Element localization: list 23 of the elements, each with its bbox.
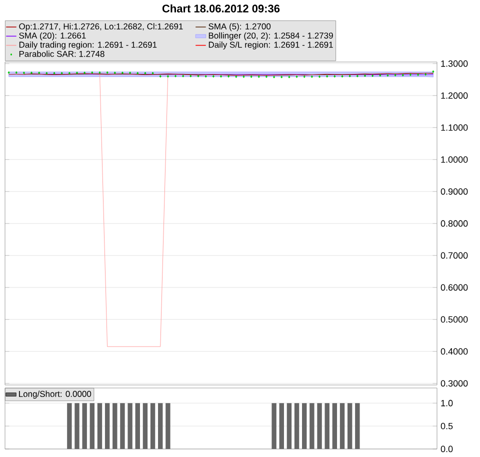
legend-label: Parabolic SAR: 1.2748	[19, 50, 104, 57]
y-tick-label: 1.3000	[441, 60, 468, 67]
legend-label: Bollinger (20, 2): 1.2584 - 1.2739	[208, 32, 333, 40]
chart-title: Chart 18.06.2012 09:36	[162, 4, 280, 12]
y-tick-label: 0.5000	[440, 316, 468, 323]
y-tick-label: 0.7000	[440, 252, 468, 259]
legend-label: Daily S/L region: 1.2691 - 1.2691	[208, 42, 333, 50]
y-tick-label: 1.2000	[441, 92, 468, 99]
y-tick-label: 1.1000	[441, 124, 468, 131]
y-tick-label: 0.4000	[440, 348, 468, 355]
y-tick-label: 0.5	[440, 422, 453, 430]
y-tick-label: 0.6000	[440, 284, 468, 291]
legend-label: SMA (5): 1.2700	[208, 23, 271, 32]
y-tick-label: 0.3000	[440, 380, 468, 387]
y-tick-label: 0.9000	[440, 188, 468, 195]
y-tick-label: 0.8000	[440, 220, 468, 227]
legend-label: Op:1.2717, Hi:1.2726, Lo:1.2682, Cl:1.2691	[19, 23, 183, 32]
y-tick-label: 1.0000	[441, 156, 468, 163]
y-tick-label: 1.0	[441, 400, 453, 406]
y-tick-label: 0.0	[440, 446, 453, 452]
legend-label: Long/Short: 0.0000	[19, 390, 92, 399]
legend-label: SMA (20): 1.2661	[19, 32, 86, 40]
legend-label: Daily trading region: 1.2691 - 1.2691	[19, 42, 157, 50]
